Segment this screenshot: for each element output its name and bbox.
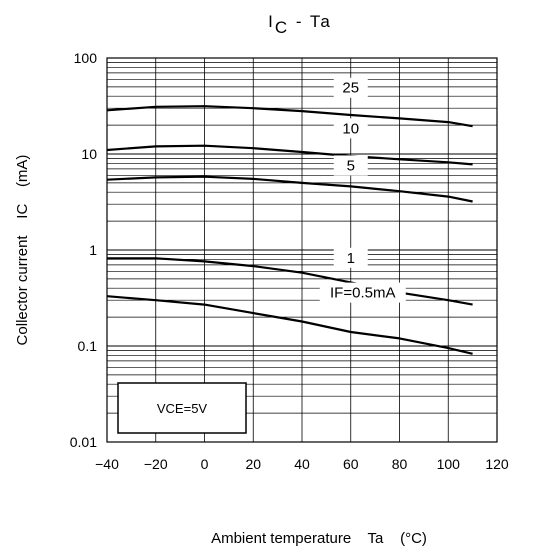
y-tick-label: 0.1: [78, 338, 98, 354]
series-line-4: [106, 295, 473, 355]
x-tick-label: 80: [392, 456, 408, 472]
series-label-bg: [333, 247, 368, 268]
series-lines: [106, 105, 473, 355]
x-axis-label: Ambient temperature Ta (°C): [211, 530, 427, 547]
x-tick-label: −20: [144, 456, 168, 472]
series-label-bg: [333, 77, 368, 98]
y-tick-label: 1: [89, 242, 97, 258]
y-axis-label: Collector current IC (mA): [14, 155, 31, 346]
y-tick-labels: 0.01 0.1 1 10 100: [70, 50, 97, 450]
x-tick-label: 120: [485, 456, 509, 472]
series-line-1: [106, 144, 473, 166]
x-tick-label: 20: [245, 456, 261, 472]
series-label: IF=0.5mA: [330, 285, 395, 302]
series-line-2: [106, 175, 473, 203]
series-label-bg: [319, 282, 406, 303]
plot-frame: [106, 57, 498, 443]
x-tick-label: 100: [437, 456, 461, 472]
x-tick-label: 40: [294, 456, 310, 472]
series-label: 5: [347, 157, 355, 174]
x-tick-label: 0: [201, 456, 209, 472]
x-tick-label: −40: [95, 456, 119, 472]
x-tick-label: 60: [343, 456, 359, 472]
series-labels: 25 10 5 1 IF=0.5mA: [319, 77, 406, 303]
series-line-3: [107, 257, 473, 306]
y-tick-label: 0.01: [70, 434, 97, 450]
series-label-bg: [333, 155, 368, 176]
grid: [107, 58, 497, 442]
chart-title-main: I: [268, 12, 275, 31]
x-tick-labels: −40 −20 0 20 40 60 80 100 120: [95, 456, 509, 472]
series-label: 1: [347, 250, 355, 267]
chart-title-sub: C: [275, 18, 289, 37]
y-tick-label: 100: [74, 50, 98, 66]
chart-title-rest: - Ta: [289, 12, 332, 31]
series-line-0: [106, 105, 473, 128]
annotation-box: [117, 382, 247, 434]
y-tick-label: 10: [81, 146, 97, 162]
annotation-text: VCE=5V: [157, 401, 208, 416]
series-label: 25: [342, 80, 359, 97]
chart-title: IC - Ta: [268, 12, 332, 37]
series-label: 10: [342, 120, 359, 137]
series-label-bg: [333, 118, 368, 139]
